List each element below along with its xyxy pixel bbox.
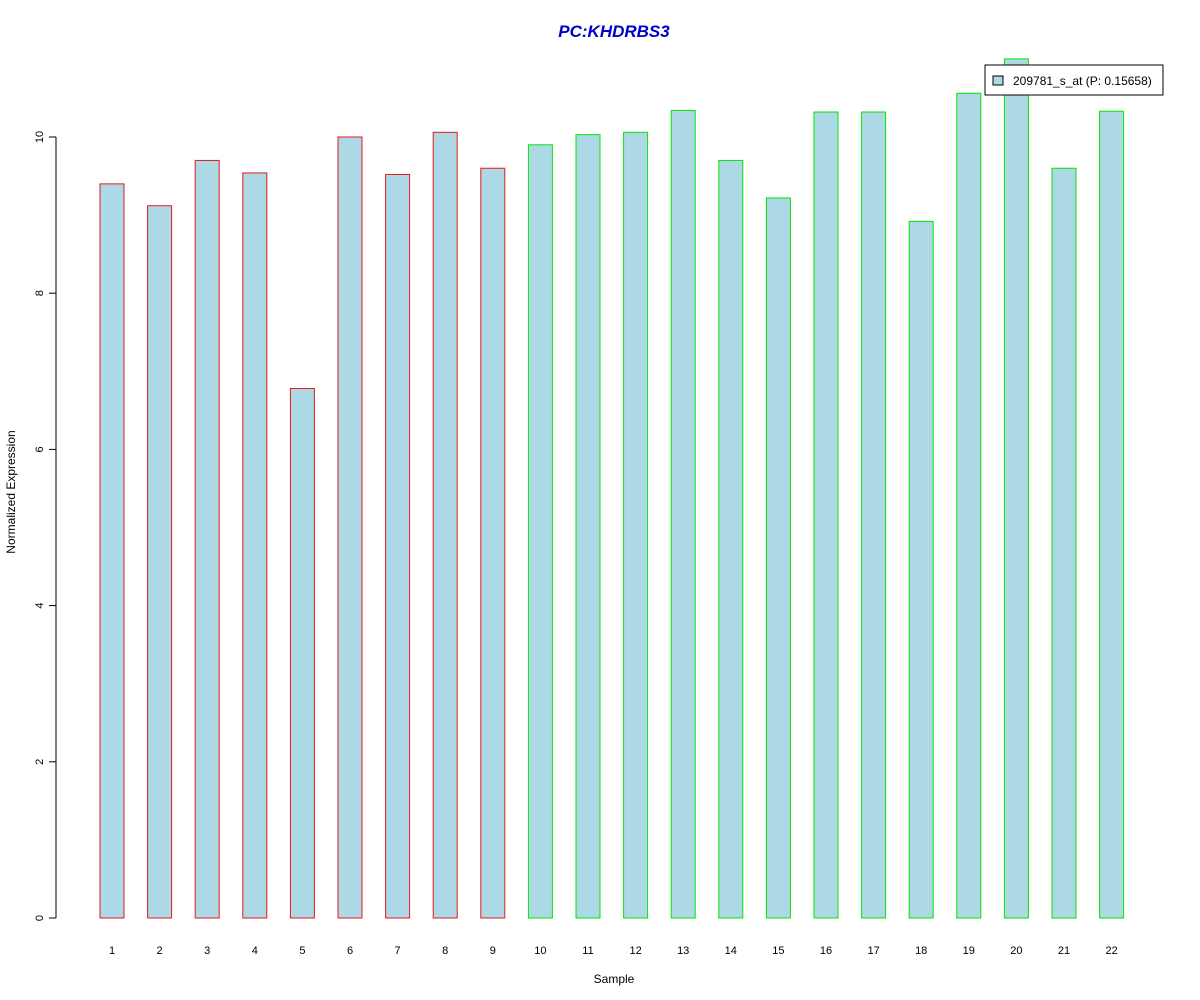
bar-sample-14 xyxy=(718,159,744,919)
y-tick-label: 8 xyxy=(34,290,46,296)
legend: 209781_s_at (P: 0.15658) xyxy=(984,64,1164,96)
y-axis-title: Normalized Expression xyxy=(4,430,18,553)
x-tick-label: 21 xyxy=(1058,945,1070,957)
bar-sample-20 xyxy=(1003,58,1029,919)
bar-sample-21 xyxy=(1051,167,1077,919)
x-tick-label: 2 xyxy=(157,945,163,957)
bar-sample-2 xyxy=(147,205,173,919)
bar-sample-22 xyxy=(1099,110,1125,919)
x-tick-label: 15 xyxy=(772,945,784,957)
x-axis: 1 2 3 4 5 6 7 8 9 10 11 12 13 14 15 16 17 18 19 20 21 22 xyxy=(109,945,1118,957)
bar-sample-13 xyxy=(670,109,696,919)
x-axis-title: Sample xyxy=(594,972,635,986)
x-tick-label: 22 xyxy=(1105,945,1117,957)
x-tick-label: 1 xyxy=(109,945,115,957)
bar-sample-10 xyxy=(527,144,553,919)
x-tick-label: 4 xyxy=(252,945,258,957)
x-tick-label: 17 xyxy=(867,945,879,957)
bar-sample-6 xyxy=(337,136,363,919)
x-tick-label: 12 xyxy=(629,945,641,957)
bar-sample-3 xyxy=(194,159,220,919)
x-tick-label: 20 xyxy=(1010,945,1022,957)
x-tick-label: 14 xyxy=(725,945,737,957)
x-tick-label: 6 xyxy=(347,945,353,957)
bar-sample-19 xyxy=(956,92,982,919)
chart-title: PC:KHDRBS3 xyxy=(558,22,670,41)
x-tick-label: 8 xyxy=(442,945,448,957)
bar-sample-4 xyxy=(242,172,268,919)
bar-sample-11 xyxy=(575,134,601,919)
bar-sample-12 xyxy=(623,131,649,919)
y-tick-label: 0 xyxy=(34,915,46,921)
y-axis: 0 2 4 6 8 10 xyxy=(34,131,56,921)
y-tick-label: 10 xyxy=(34,131,46,143)
x-tick-label: 5 xyxy=(299,945,305,957)
legend-swatch xyxy=(992,75,1004,86)
y-tick-label: 4 xyxy=(34,603,46,609)
x-tick-label: 16 xyxy=(820,945,832,957)
x-tick-label: 10 xyxy=(534,945,546,957)
bar-sample-8 xyxy=(432,131,458,919)
bar-sample-5 xyxy=(289,387,315,919)
y-tick-label: 2 xyxy=(34,759,46,765)
bar-sample-1 xyxy=(99,183,125,919)
bar-sample-18 xyxy=(908,220,934,919)
bar-sample-17 xyxy=(861,111,887,919)
x-tick-label: 7 xyxy=(395,945,401,957)
x-tick-label: 9 xyxy=(490,945,496,957)
x-tick-label: 3 xyxy=(204,945,210,957)
legend-label: 209781_s_at (P: 0.15658) xyxy=(1013,74,1152,88)
x-tick-label: 19 xyxy=(963,945,975,957)
bar-sample-7 xyxy=(385,173,411,919)
legend-box xyxy=(984,64,1164,96)
x-tick-label: 13 xyxy=(677,945,689,957)
y-tick-label: 6 xyxy=(34,446,46,452)
bar-sample-9 xyxy=(480,167,506,919)
x-tick-label: 18 xyxy=(915,945,927,957)
bar-series xyxy=(99,58,1125,919)
bar-sample-15 xyxy=(765,197,791,919)
bar-sample-16 xyxy=(813,111,839,919)
x-tick-label: 11 xyxy=(582,945,593,957)
